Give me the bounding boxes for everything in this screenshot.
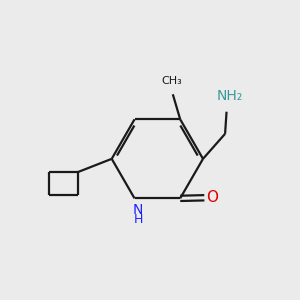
Text: O: O	[207, 190, 219, 205]
Text: H: H	[134, 213, 143, 226]
Text: NH₂: NH₂	[216, 89, 243, 103]
Text: N: N	[133, 202, 143, 217]
Text: CH₃: CH₃	[161, 76, 182, 86]
